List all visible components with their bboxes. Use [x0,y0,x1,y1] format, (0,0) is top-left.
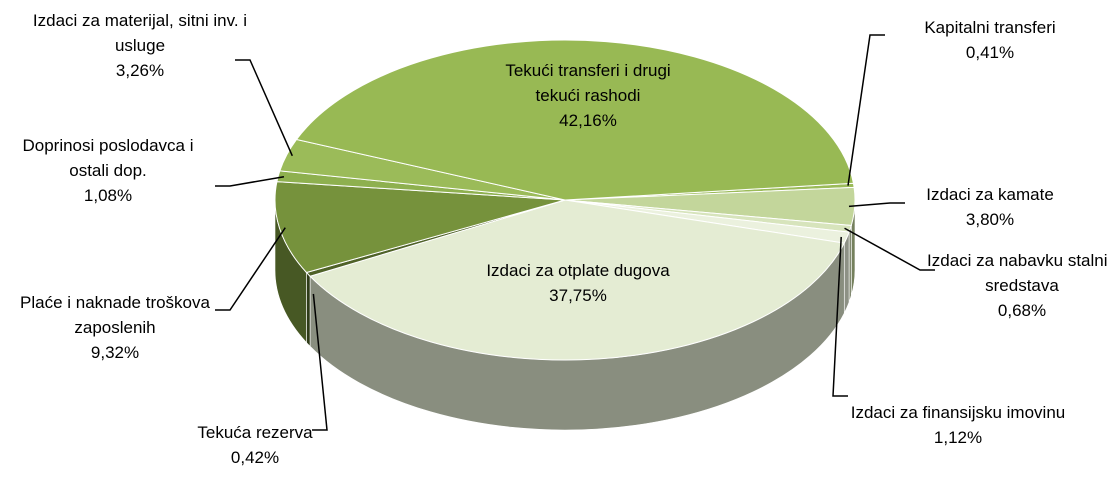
slice-name: Plaće i naknade troškova zaposlenih [20,293,210,337]
slice-name: Tekuća rezerva [197,423,313,442]
slice-name: Doprinosi poslodavca i ostali dop. [22,136,194,180]
pie-slice [295,39,855,201]
slice-label: Izdaci za otplate dugova 37,75% [478,258,678,308]
slice-value: 3,26% [115,61,165,80]
slice-name: Tekući transferi i drugi tekući rashodi [505,61,671,105]
slice-name: Izdaci za finansijsku imovinu [850,403,1066,422]
slice-value: 37,75% [549,286,607,305]
slice-name: Izdaci za kamate [926,185,1054,204]
slice-name: Kapitalni transferi [924,18,1056,37]
slice-value: 1,08% [83,186,133,205]
slice-label: Izdaci za finansijsku imovinu 1,12% [838,400,1078,450]
slice-value: 9,32% [90,343,140,362]
pie-slice [309,199,846,361]
pie-side [848,225,852,303]
leader-line [215,175,285,187]
pie-slice [274,181,566,274]
leader-line [312,293,328,431]
slice-label: Kapitalni transferi 0,41% [890,15,1090,65]
slice-label: Doprinosi poslodavca i ostali dop. 1,08% [13,133,203,208]
leader-line [847,34,885,186]
slice-value: 3,80% [965,210,1015,229]
leader-line [215,227,286,311]
slice-label: Izdaci za nabavku stalnih sredstava 0,68% [922,248,1108,323]
slice-value: 0,68% [997,301,1047,320]
leader-line [235,59,293,157]
leader-line [832,236,848,397]
slice-label: Tekući transferi i drugi tekući rashodi 4… [488,58,688,133]
leader-line [844,227,935,271]
slice-value: 0,41% [965,43,1015,62]
slice-value: 1,12% [933,428,983,447]
slice-label: Izdaci za kamate 3,80% [900,182,1080,232]
slice-label: Plaće i naknade troškova zaposlenih 9,32% [15,290,215,365]
slice-label: Izdaci za materijal, sitni inv. i usluge… [10,8,270,83]
pie-side [843,232,850,314]
slice-name: Izdaci za otplate dugova [486,261,670,280]
pie-side [306,271,311,347]
slice-name: Izdaci za materijal, sitni inv. i usluge [32,11,248,55]
slice-name: Izdaci za nabavku stalnih sredstava [927,251,1108,295]
leader-line [848,202,905,208]
slice-value: 42,16% [559,111,617,130]
slice-label: Tekuća rezerva 0,42% [155,420,355,470]
slice-value: 0,42% [230,448,280,467]
